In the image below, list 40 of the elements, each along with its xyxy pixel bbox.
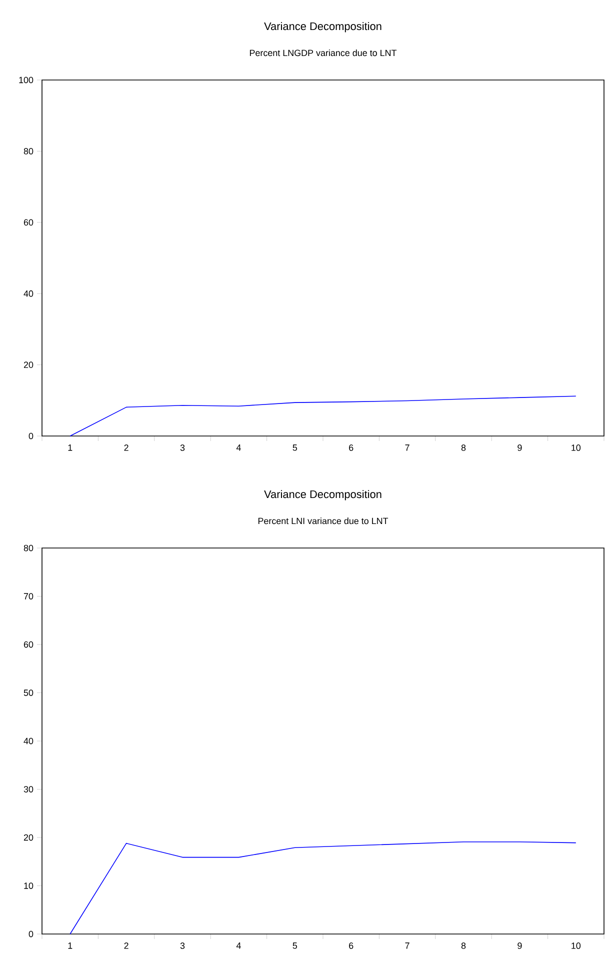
x-tick-label: 2 — [124, 942, 128, 949]
y-tick-label: 40 — [24, 738, 34, 744]
y-tick-label: 10 — [24, 882, 34, 889]
y-tick-label: 80 — [24, 148, 34, 154]
line-series — [70, 396, 576, 436]
x-tick-label: 4 — [236, 942, 241, 949]
chart-title: Variance Decomposition — [264, 490, 382, 500]
y-tick-label: 20 — [24, 834, 34, 841]
y-tick-label: 20 — [24, 362, 34, 368]
y-tick-label: 70 — [24, 593, 34, 600]
y-tick-label: 0 — [28, 432, 34, 440]
y-tick-label: 50 — [24, 690, 34, 696]
x-tick-label: 3 — [180, 942, 185, 949]
x-tick-label: 2 — [124, 444, 128, 451]
x-tick-label: 6 — [349, 942, 354, 949]
y-tick-label: 30 — [24, 786, 34, 792]
x-tick-label: 8 — [461, 942, 466, 949]
x-tick-label: 5 — [292, 444, 298, 451]
x-tick-label: 9 — [518, 942, 522, 949]
x-tick-label: 10 — [572, 444, 581, 451]
x-tick-label: 9 — [518, 444, 522, 451]
y-tick-label: 80 — [24, 544, 34, 552]
y-tick-label: 60 — [24, 641, 34, 648]
x-tick-label: 7 — [405, 942, 410, 949]
x-tick-label: 6 — [349, 444, 354, 451]
y-tick-label: 100 — [19, 76, 34, 84]
y-tick-label: 60 — [24, 219, 34, 226]
y-tick-label: 40 — [24, 290, 34, 297]
x-tick-label: 5 — [292, 942, 298, 949]
chart-subtitle: Percent LNI variance due to LNT — [258, 518, 388, 524]
x-tick-label: 10 — [572, 942, 581, 949]
x-tick-label: 8 — [461, 444, 466, 451]
chart-subtitle: Percent LNGDP variance due to LNT — [250, 50, 397, 56]
x-tick-label: 3 — [180, 444, 185, 451]
y-tick-label: 0 — [28, 930, 34, 938]
x-tick-label: 4 — [236, 444, 241, 451]
chart-title: Variance Decomposition — [264, 22, 382, 32]
x-tick-label: 7 — [405, 444, 410, 451]
x-tick-label: 1 — [68, 942, 72, 949]
x-tick-label: 1 — [68, 444, 72, 451]
